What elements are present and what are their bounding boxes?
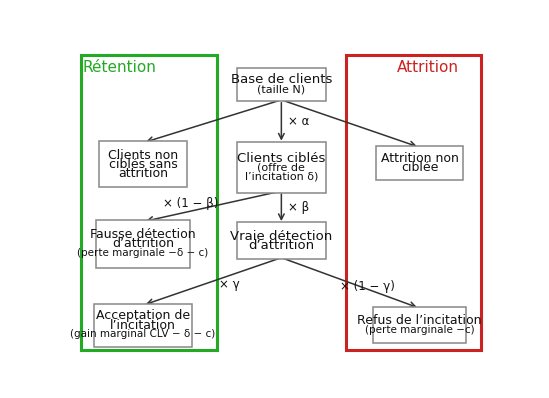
FancyBboxPatch shape <box>376 146 463 179</box>
Text: (perte marginale −δ − c): (perte marginale −δ − c) <box>77 248 209 258</box>
Text: (perte marginale −c): (perte marginale −c) <box>365 325 474 335</box>
Text: ciblée: ciblée <box>401 161 438 174</box>
Text: Vraie détection: Vraie détection <box>230 230 333 243</box>
Text: d’attrition: d’attrition <box>112 237 174 250</box>
Text: l’incitation δ): l’incitation δ) <box>245 172 318 181</box>
FancyBboxPatch shape <box>99 141 187 187</box>
Text: Attrition: Attrition <box>397 60 459 75</box>
Text: × (1 − β): × (1 − β) <box>163 197 219 210</box>
Text: Clients ciblés: Clients ciblés <box>237 152 326 165</box>
Bar <box>81 55 217 349</box>
FancyBboxPatch shape <box>237 68 326 101</box>
Text: Acceptation de: Acceptation de <box>96 309 190 322</box>
Text: (offre de: (offre de <box>257 162 305 172</box>
Text: l’incitation: l’incitation <box>110 319 176 332</box>
Text: Refus de l’incitation: Refus de l’incitation <box>357 314 482 327</box>
Text: Attrition non: Attrition non <box>380 152 458 165</box>
Text: Rétention: Rétention <box>83 60 156 75</box>
Text: (gain marginal CLV − δ − c): (gain marginal CLV − δ − c) <box>70 329 216 339</box>
Text: × γ: × γ <box>219 278 239 291</box>
Text: × (1 − γ): × (1 − γ) <box>340 279 395 293</box>
Bar <box>346 55 481 349</box>
FancyBboxPatch shape <box>96 220 190 267</box>
FancyBboxPatch shape <box>237 142 326 193</box>
FancyBboxPatch shape <box>373 307 467 343</box>
Text: Base de clients: Base de clients <box>231 74 332 86</box>
Text: Fausse détection: Fausse détection <box>90 228 196 241</box>
FancyBboxPatch shape <box>94 304 192 347</box>
Text: Clients non: Clients non <box>108 148 178 162</box>
Text: attrition: attrition <box>118 167 168 180</box>
Text: ciblés sans: ciblés sans <box>109 158 177 171</box>
Text: (taille Ν): (taille Ν) <box>257 84 305 94</box>
Text: × β: × β <box>288 201 309 214</box>
FancyBboxPatch shape <box>237 222 326 259</box>
Text: d’attrition: d’attrition <box>248 239 315 252</box>
Text: × α: × α <box>288 115 309 128</box>
